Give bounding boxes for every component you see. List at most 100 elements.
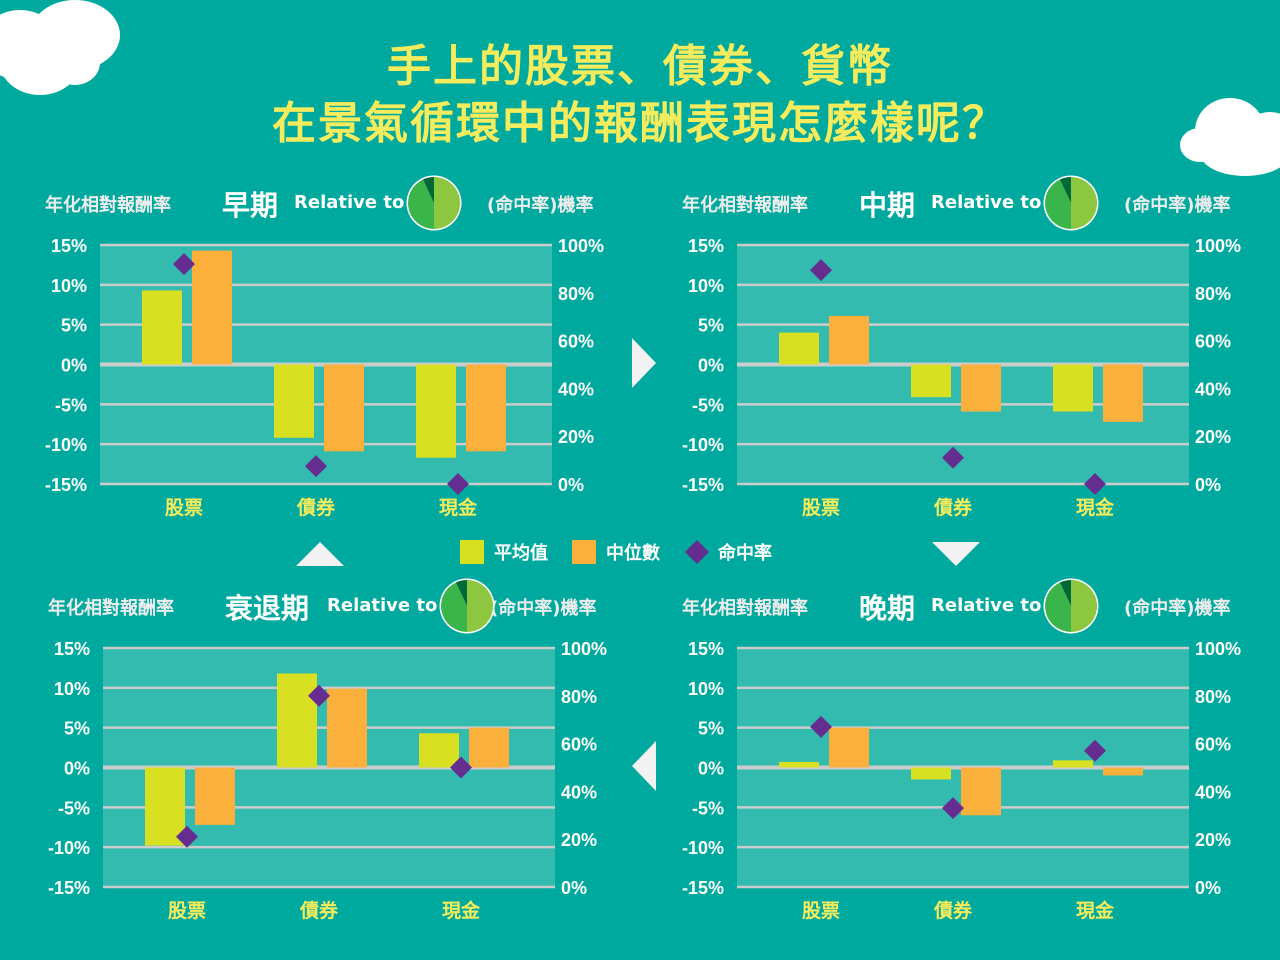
left-tick-label: 10% bbox=[54, 679, 90, 699]
period-label: 早期 bbox=[222, 189, 279, 222]
bar-median bbox=[195, 767, 235, 825]
right-tick-label: 80% bbox=[1195, 687, 1231, 707]
right-tick-label: 0% bbox=[561, 878, 587, 898]
legend-mean-swatch bbox=[460, 540, 484, 564]
hit-rate-diamond bbox=[173, 253, 195, 276]
bar-mean bbox=[1053, 364, 1093, 412]
left-tick-label: 10% bbox=[51, 276, 87, 296]
relative-to-label: Relative to bbox=[931, 595, 1042, 616]
left-tick-label: -10% bbox=[682, 838, 724, 858]
right-tick-label: 0% bbox=[558, 475, 584, 495]
left-axis-title: 年化相對報酬率 bbox=[45, 195, 171, 216]
category-label: 股票 bbox=[165, 497, 203, 519]
pie-slice-mid bbox=[1045, 582, 1071, 632]
bar-mean bbox=[274, 364, 314, 438]
category-label: 債券 bbox=[933, 899, 973, 922]
left-tick-label: -5% bbox=[692, 798, 724, 818]
chart-mid: 年化相對報酬率 中期 Relative to (命中率)機率 15% 10% 5% 0% -5%… bbox=[637, 170, 1277, 530]
title-line-1: 手上的股票、債券、貨幣 bbox=[387, 41, 893, 92]
legend-median-swatch bbox=[572, 540, 596, 564]
legend-hit-rate-label: 命中率 bbox=[718, 543, 772, 564]
hit-rate-diamond bbox=[447, 473, 469, 495]
bar-mean bbox=[911, 767, 951, 780]
bar-mean bbox=[419, 733, 459, 768]
right-tick-label: 80% bbox=[558, 284, 594, 304]
relative-to-label: Relative to bbox=[294, 192, 405, 213]
pie-icon bbox=[406, 175, 462, 231]
legend: 平均值 中位數 命中率 bbox=[460, 539, 796, 565]
left-tick-label: 5% bbox=[64, 719, 90, 739]
right-tick-label: 0% bbox=[1195, 878, 1221, 898]
bar-median bbox=[466, 364, 506, 452]
left-tick-label: -15% bbox=[682, 878, 724, 898]
bar-median bbox=[192, 250, 232, 365]
category-label: 股票 bbox=[802, 900, 840, 922]
hit-rate-diamond bbox=[305, 455, 327, 478]
bar-mean bbox=[779, 332, 819, 365]
right-axis-title: (命中率)機率 bbox=[490, 598, 597, 619]
hit-rate-diamond bbox=[176, 825, 198, 848]
legend-diamond-icon bbox=[685, 540, 709, 564]
right-tick-label: 40% bbox=[561, 782, 597, 802]
pie-slice-dark bbox=[1059, 177, 1071, 203]
pie-slice-light bbox=[1071, 177, 1097, 229]
category-label: 現金 bbox=[1076, 899, 1115, 922]
pie-slice-mid bbox=[441, 582, 467, 632]
left-tick-label: 5% bbox=[61, 316, 87, 336]
left-tick-label: -15% bbox=[682, 475, 724, 495]
category-label: 現金 bbox=[439, 496, 478, 519]
chart-early: 年化相對報酬率 早期 Relative to (命中率)機率 15% 10% 5% 0% -5%… bbox=[0, 170, 640, 530]
period-label: 衰退期 bbox=[225, 592, 310, 625]
pie-slice-dark bbox=[455, 580, 467, 606]
left-axis-title: 年化相對報酬率 bbox=[48, 598, 174, 619]
bar-mean bbox=[277, 673, 317, 768]
category-label: 股票 bbox=[802, 497, 840, 519]
right-tick-label: 40% bbox=[1195, 379, 1231, 399]
left-tick-label: 0% bbox=[64, 759, 90, 779]
left-axis-title: 年化相對報酬率 bbox=[682, 598, 808, 619]
bar-median bbox=[469, 727, 509, 768]
chart-late: 年化相對報酬率 晚期 Relative to (命中率)機率 15% 10% 5% 0% -5%… bbox=[637, 573, 1277, 933]
hit-rate-diamond bbox=[450, 756, 472, 779]
right-axis-title: (命中率)機率 bbox=[487, 195, 594, 216]
hit-rate-diamond bbox=[1084, 473, 1106, 495]
left-tick-label: -15% bbox=[48, 878, 90, 898]
right-tick-label: 20% bbox=[558, 427, 594, 447]
left-tick-label: 0% bbox=[698, 356, 724, 376]
arrow-right-icon bbox=[632, 338, 656, 388]
relative-to-label: Relative to bbox=[327, 595, 438, 616]
left-tick-label: -5% bbox=[55, 395, 87, 415]
category-label: 股票 bbox=[168, 900, 206, 922]
left-tick-label: -5% bbox=[58, 798, 90, 818]
period-label: 中期 bbox=[859, 189, 916, 222]
left-tick-label: 15% bbox=[51, 236, 87, 256]
right-tick-label: 40% bbox=[558, 379, 594, 399]
right-tick-label: 0% bbox=[1195, 475, 1221, 495]
right-axis-title: (命中率)機率 bbox=[1124, 598, 1231, 619]
bar-median bbox=[961, 767, 1001, 816]
left-tick-label: 5% bbox=[698, 316, 724, 336]
hit-rate-diamond bbox=[1084, 739, 1106, 762]
left-tick-label: 15% bbox=[688, 639, 724, 659]
arrow-up-icon bbox=[296, 542, 344, 566]
bar-mean bbox=[142, 290, 182, 365]
pie-slice-dark bbox=[422, 177, 434, 203]
hit-rate-diamond bbox=[942, 797, 964, 820]
hit-rate-diamond bbox=[308, 684, 330, 707]
pie-icon bbox=[439, 578, 495, 634]
right-tick-label: 20% bbox=[561, 830, 597, 850]
left-tick-label: 15% bbox=[54, 639, 90, 659]
left-tick-label: -10% bbox=[45, 435, 87, 455]
pie-icon bbox=[1043, 175, 1099, 231]
right-tick-label: 100% bbox=[561, 639, 607, 659]
category-label: 現金 bbox=[442, 899, 481, 922]
right-tick-label: 60% bbox=[1195, 332, 1231, 352]
arrow-left-icon bbox=[632, 741, 656, 791]
title-line-2: 在景氣循環中的報酬表現怎麼樣呢？ bbox=[272, 98, 1008, 149]
bar-mean bbox=[416, 364, 456, 458]
pie-slice-light bbox=[434, 177, 460, 229]
relative-to-label: Relative to bbox=[931, 192, 1042, 213]
left-tick-label: 15% bbox=[688, 236, 724, 256]
right-tick-label: 100% bbox=[558, 236, 604, 256]
right-axis-title: (命中率)機率 bbox=[1124, 195, 1231, 216]
